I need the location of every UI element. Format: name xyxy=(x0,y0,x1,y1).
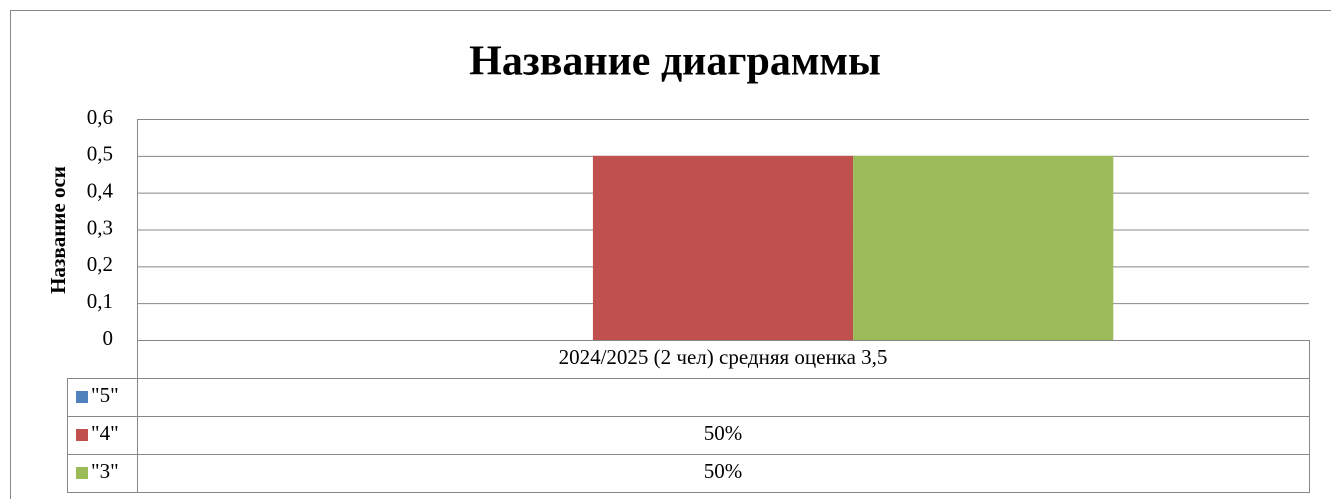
bar xyxy=(592,155,854,340)
y-axis-title: Название оси xyxy=(46,166,70,294)
y-tick-label: 0,1 xyxy=(87,289,113,313)
y-tick-label: 0,3 xyxy=(87,215,113,239)
table-value-cell xyxy=(137,454,1310,493)
legend-swatch xyxy=(76,467,88,479)
table-value: 50% xyxy=(704,459,743,483)
chart-title: Название диаграммы xyxy=(469,39,881,85)
table-value: 50% xyxy=(704,421,743,445)
y-tick-label: 0,6 xyxy=(87,105,113,129)
legend-label: "4" xyxy=(91,421,119,445)
legend-label: "3" xyxy=(91,459,119,483)
y-tick-label: 0,4 xyxy=(87,178,114,202)
legend-label: "5" xyxy=(91,383,119,407)
y-tick-label: 0 xyxy=(103,326,114,350)
legend-swatch xyxy=(76,429,88,441)
legend-swatch xyxy=(76,391,88,403)
bar xyxy=(853,155,1114,340)
y-tick-label: 0,5 xyxy=(87,142,113,166)
y-tick-label: 0,2 xyxy=(87,252,113,276)
x-category-label: 2024/2025 (2 чел) средняя оценка 3,5 xyxy=(559,345,888,369)
